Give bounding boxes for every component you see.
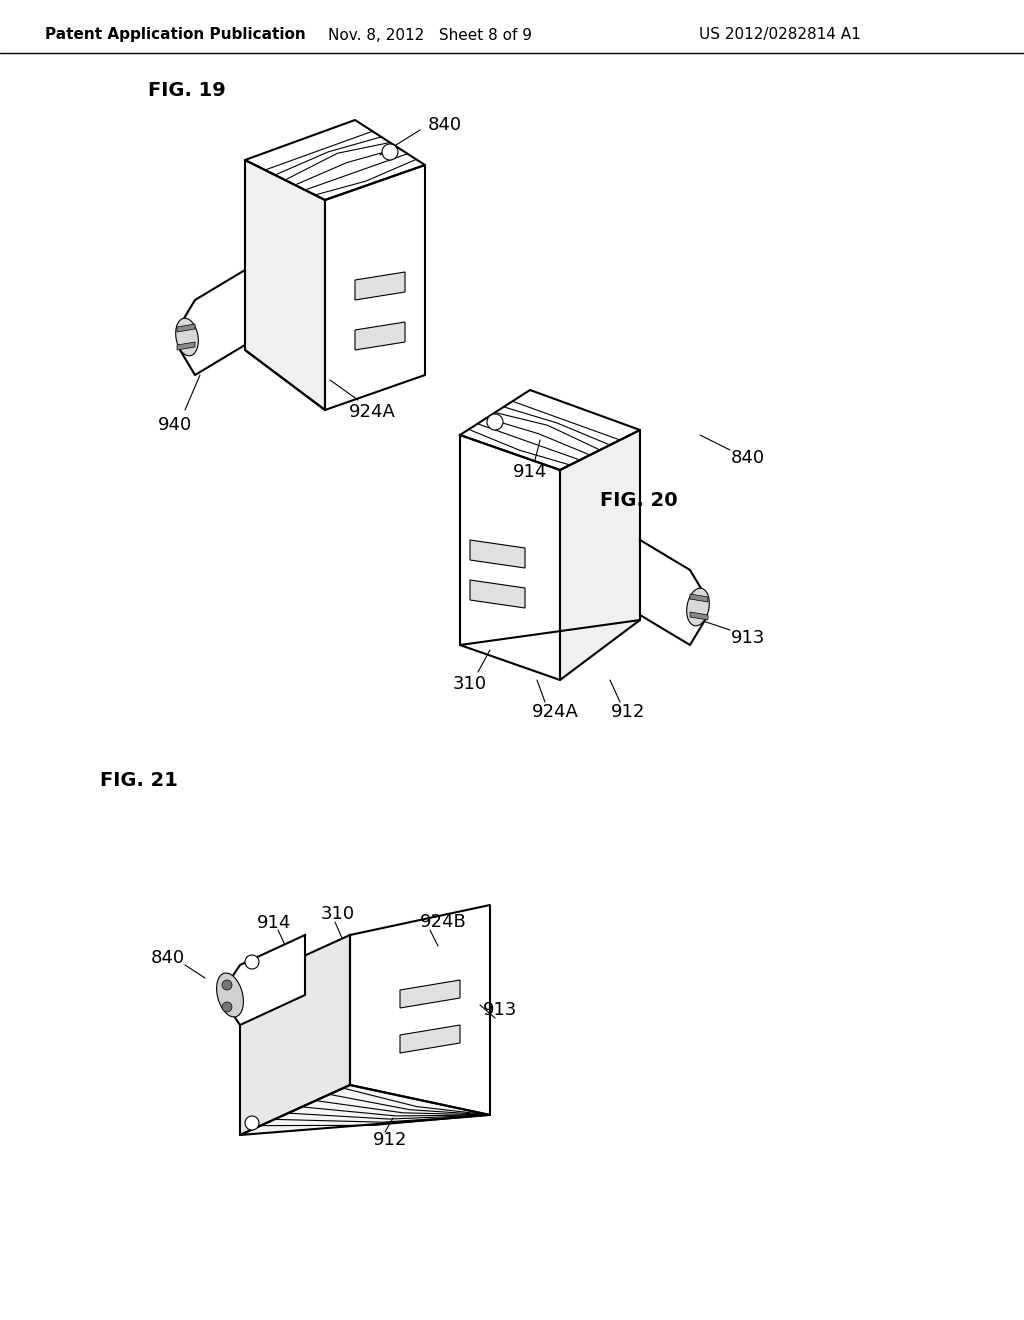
Text: 913: 913 bbox=[482, 1001, 517, 1019]
Ellipse shape bbox=[176, 318, 199, 356]
Polygon shape bbox=[640, 540, 705, 645]
Circle shape bbox=[487, 414, 503, 430]
Polygon shape bbox=[355, 272, 406, 300]
Polygon shape bbox=[400, 979, 460, 1008]
Text: 840: 840 bbox=[428, 116, 462, 135]
Text: 940: 940 bbox=[158, 416, 193, 434]
Text: 914: 914 bbox=[257, 913, 291, 932]
Polygon shape bbox=[560, 430, 640, 680]
Text: 924B: 924B bbox=[420, 913, 466, 931]
Circle shape bbox=[222, 979, 232, 990]
Text: Nov. 8, 2012   Sheet 8 of 9: Nov. 8, 2012 Sheet 8 of 9 bbox=[328, 28, 532, 42]
Polygon shape bbox=[220, 935, 305, 1026]
Polygon shape bbox=[350, 906, 490, 1115]
Polygon shape bbox=[245, 120, 425, 201]
Text: 912: 912 bbox=[610, 704, 645, 721]
Polygon shape bbox=[180, 271, 245, 375]
Polygon shape bbox=[355, 322, 406, 350]
Polygon shape bbox=[690, 612, 708, 620]
Text: 912: 912 bbox=[373, 1131, 408, 1148]
Text: 924A: 924A bbox=[531, 704, 579, 721]
Text: 924A: 924A bbox=[348, 403, 395, 421]
Ellipse shape bbox=[217, 973, 244, 1016]
Polygon shape bbox=[460, 436, 560, 680]
Polygon shape bbox=[240, 935, 350, 1135]
Text: 840: 840 bbox=[151, 949, 185, 968]
Polygon shape bbox=[240, 1085, 490, 1135]
Text: 913: 913 bbox=[731, 630, 765, 647]
Polygon shape bbox=[460, 389, 640, 470]
Text: 310: 310 bbox=[321, 906, 355, 923]
Text: FIG. 19: FIG. 19 bbox=[148, 81, 225, 99]
Text: Patent Application Publication: Patent Application Publication bbox=[45, 28, 305, 42]
Polygon shape bbox=[690, 594, 708, 602]
Text: FIG. 21: FIG. 21 bbox=[100, 771, 178, 789]
Circle shape bbox=[245, 1115, 259, 1130]
Circle shape bbox=[222, 1002, 232, 1012]
Text: FIG. 20: FIG. 20 bbox=[600, 491, 678, 510]
Ellipse shape bbox=[687, 589, 710, 626]
Polygon shape bbox=[177, 323, 195, 333]
Polygon shape bbox=[177, 342, 195, 350]
Text: 310: 310 bbox=[453, 675, 487, 693]
Polygon shape bbox=[400, 1026, 460, 1053]
Text: US 2012/0282814 A1: US 2012/0282814 A1 bbox=[699, 28, 861, 42]
Circle shape bbox=[382, 144, 398, 160]
Polygon shape bbox=[245, 160, 325, 411]
Polygon shape bbox=[470, 579, 525, 609]
Circle shape bbox=[245, 954, 259, 969]
Text: 914: 914 bbox=[513, 463, 547, 480]
Polygon shape bbox=[325, 165, 425, 411]
Polygon shape bbox=[470, 540, 525, 568]
Text: 840: 840 bbox=[731, 449, 765, 467]
